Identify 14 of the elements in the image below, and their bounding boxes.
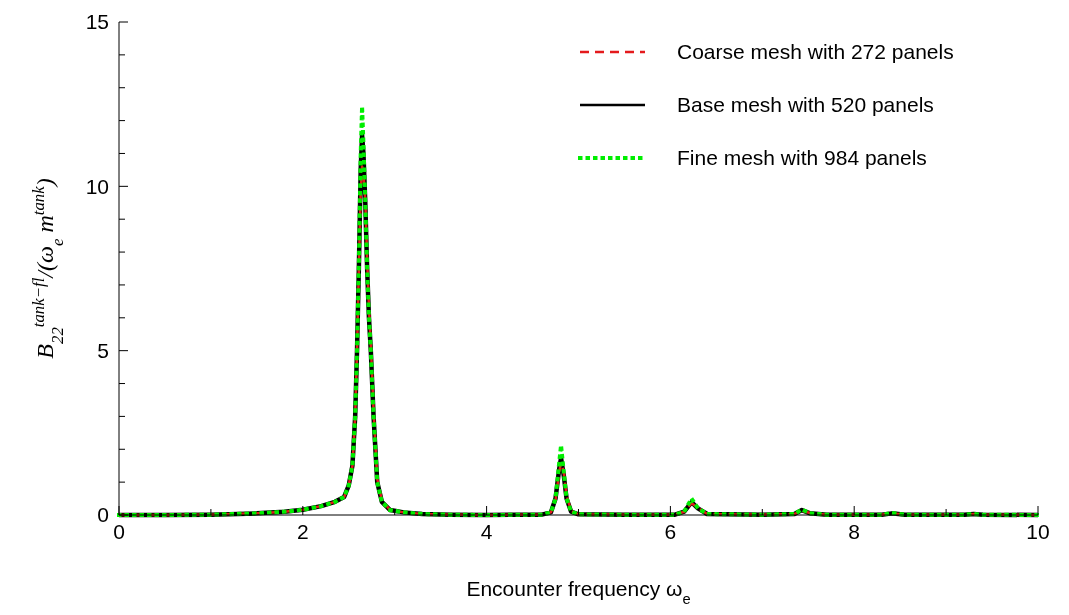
x-tick-label: 8 bbox=[848, 520, 861, 543]
x-axis-title: Encounter frequency ω$_{e}$ bbox=[466, 577, 691, 607]
legend-label: Coarse mesh with 272 panels bbox=[677, 40, 954, 64]
x-tick-label: 2 bbox=[296, 520, 309, 543]
x-tick-label: 4 bbox=[480, 520, 493, 543]
y-tick-label: 15 bbox=[85, 10, 109, 34]
y-tick-label: 5 bbox=[97, 339, 109, 363]
x-tick-label: 10 bbox=[1026, 520, 1050, 543]
x-tick-label: 6 bbox=[664, 520, 677, 543]
y-tick-label: 0 bbox=[97, 503, 109, 527]
y-tick-label: 10 bbox=[85, 174, 109, 198]
legend-label: Fine mesh with 984 panels bbox=[677, 146, 927, 170]
x-tick-label: 0 bbox=[113, 520, 125, 543]
legend-label: Base mesh with 520 panels bbox=[677, 93, 934, 117]
